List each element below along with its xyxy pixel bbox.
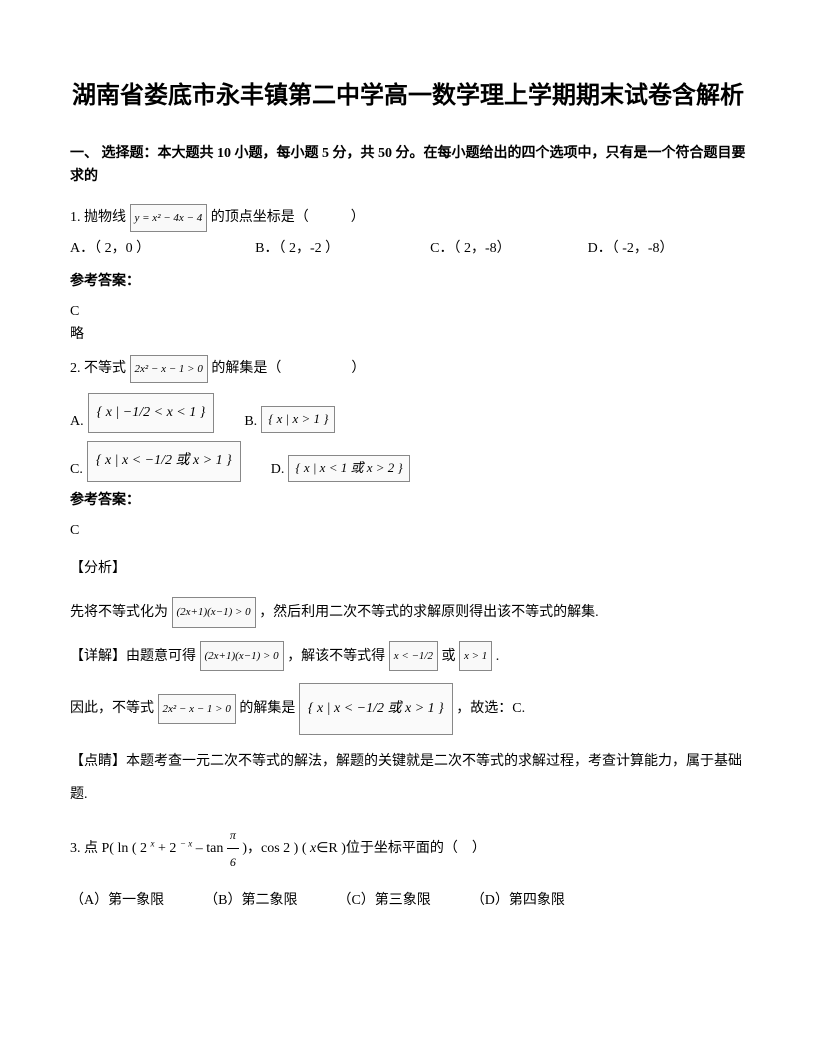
q2-optB-label: B.: [244, 411, 257, 433]
q1-answer-label: 参考答案：: [70, 271, 746, 293]
q3-stem-c: – tan: [192, 841, 227, 856]
q3-optB: （B）第二象限: [204, 890, 297, 912]
q2-optA: { x | −1/2 < x < 1 }: [88, 393, 215, 433]
q3-options: （A）第一象限 （B）第二象限 （C）第三象限 （D）第四象限: [70, 890, 746, 912]
page-title: 湖南省娄底市永丰镇第二中学高一数学理上学期期末试卷含解析: [70, 80, 746, 114]
q1-stem-post: 的顶点坐标是（ ）: [211, 210, 365, 225]
q2-answer-label: 参考答案：: [70, 490, 746, 512]
question-2: 2. 不等式 2x² − x − 1 > 0 的解集是（ ） A. { x | …: [70, 354, 746, 812]
q1-answer: C: [70, 301, 746, 323]
q3-stem-b: + 2: [155, 841, 180, 856]
q2-analysis-tag: 【分析】: [70, 552, 746, 586]
q2-analysis: 先将不等式化为 (2x+1)(x−1) > 0 ，然后利用二次不等式的求解原则得…: [70, 596, 746, 630]
question-3: 3. 点 P( ln ( 2 x + 2 − x – tan π6 )，cos …: [70, 822, 746, 912]
q2-detail: 【详解】由题意可得 (2x+1)(x−1) > 0 ，解该不等式得 x < −1…: [70, 640, 746, 674]
q2-answer: C: [70, 520, 746, 542]
q2-analysis-f1: (2x+1)(x−1) > 0: [172, 597, 256, 627]
q3-optA: （A）第一象限: [70, 890, 164, 912]
q2-formula: 2x² − x − 1 > 0: [130, 355, 208, 383]
q2-so-post: ，故选：C.: [456, 701, 525, 716]
q3-stem-a: 3. 点 P( ln ( 2: [70, 841, 151, 856]
q2-detail-mid: ，解该不等式得: [287, 649, 385, 664]
q3-optD: （D）第四象限: [471, 890, 565, 912]
q2-detail-f1: (2x+1)(x−1) > 0: [200, 641, 284, 671]
q2-optD: { x | x < 1 或 x > 2 }: [288, 455, 409, 482]
q3-exp2: − x: [180, 838, 192, 848]
q3-stem-d: )，cos 2 ) (: [239, 841, 310, 856]
q3-frac-num: π: [227, 822, 239, 849]
q2-so-f1: 2x² − x − 1 > 0: [158, 694, 236, 724]
q1-omit: 略: [70, 324, 746, 346]
q2-so-mid: 的解集是: [239, 701, 295, 716]
section-1-header: 一、 选择题：本大题共 10 小题，每小题 5 分，共 50 分。在每小题给出的…: [70, 142, 746, 190]
q2-detail-f2: x < −1/2: [389, 641, 438, 671]
q2-so: 因此，不等式 2x² − x − 1 > 0 的解集是 { x | x < −1…: [70, 683, 746, 735]
q2-detail-f3: x > 1: [459, 641, 492, 671]
q2-optB: { x | x > 1 }: [261, 406, 335, 433]
q2-stem-pre: 2. 不等式: [70, 361, 126, 376]
q2-options-row1: A. { x | −1/2 < x < 1 } B. { x | x > 1 }: [70, 393, 746, 433]
q2-stem-post: 的解集是（ ）: [211, 361, 365, 376]
q1-options: A．（ 2，0 ） B．（ 2，-2 ） C．（ 2，-8） D．（ -2，-8…: [70, 234, 746, 265]
q3-frac-den: 6: [227, 849, 239, 875]
q3-stem-e: ∈R )位于坐标平面的（ ）: [316, 841, 486, 856]
q2-optC: { x | x < −1/2 或 x > 1 }: [87, 441, 241, 481]
q2-detail-tag: 【详解】由题意可得: [70, 649, 196, 664]
q1-formula: y = x² − 4x − 4: [130, 204, 208, 232]
q2-detail-or: 或: [441, 649, 455, 664]
q1-stem-pre: 1. 抛物线: [70, 210, 126, 225]
q2-optA-label: A.: [70, 411, 84, 433]
question-1: 1. 抛物线 y = x² − 4x − 4 的顶点坐标是（ ） A．（ 2，0…: [70, 203, 746, 346]
q2-options-row2: C. { x | x < −1/2 或 x > 1 } D. { x | x <…: [70, 441, 746, 481]
q2-optD-label: D.: [271, 459, 285, 481]
q2-comment: 【点睛】本题考查一元二次不等式的解法，解题的关键就是二次不等式的求解过程，考查计…: [70, 745, 746, 812]
q3-frac: π6: [227, 822, 239, 876]
q2-analysis-pre: 先将不等式化为: [70, 605, 168, 620]
q2-detail-end: .: [496, 649, 500, 664]
q2-analysis-post: ，然后利用二次不等式的求解原则得出该不等式的解集.: [259, 605, 599, 620]
q2-so-pre: 因此，不等式: [70, 701, 154, 716]
q2-optC-label: C.: [70, 459, 83, 481]
q2-so-set: { x | x < −1/2 或 x > 1 }: [299, 683, 453, 735]
q3-optC: （C）第三象限: [337, 890, 430, 912]
